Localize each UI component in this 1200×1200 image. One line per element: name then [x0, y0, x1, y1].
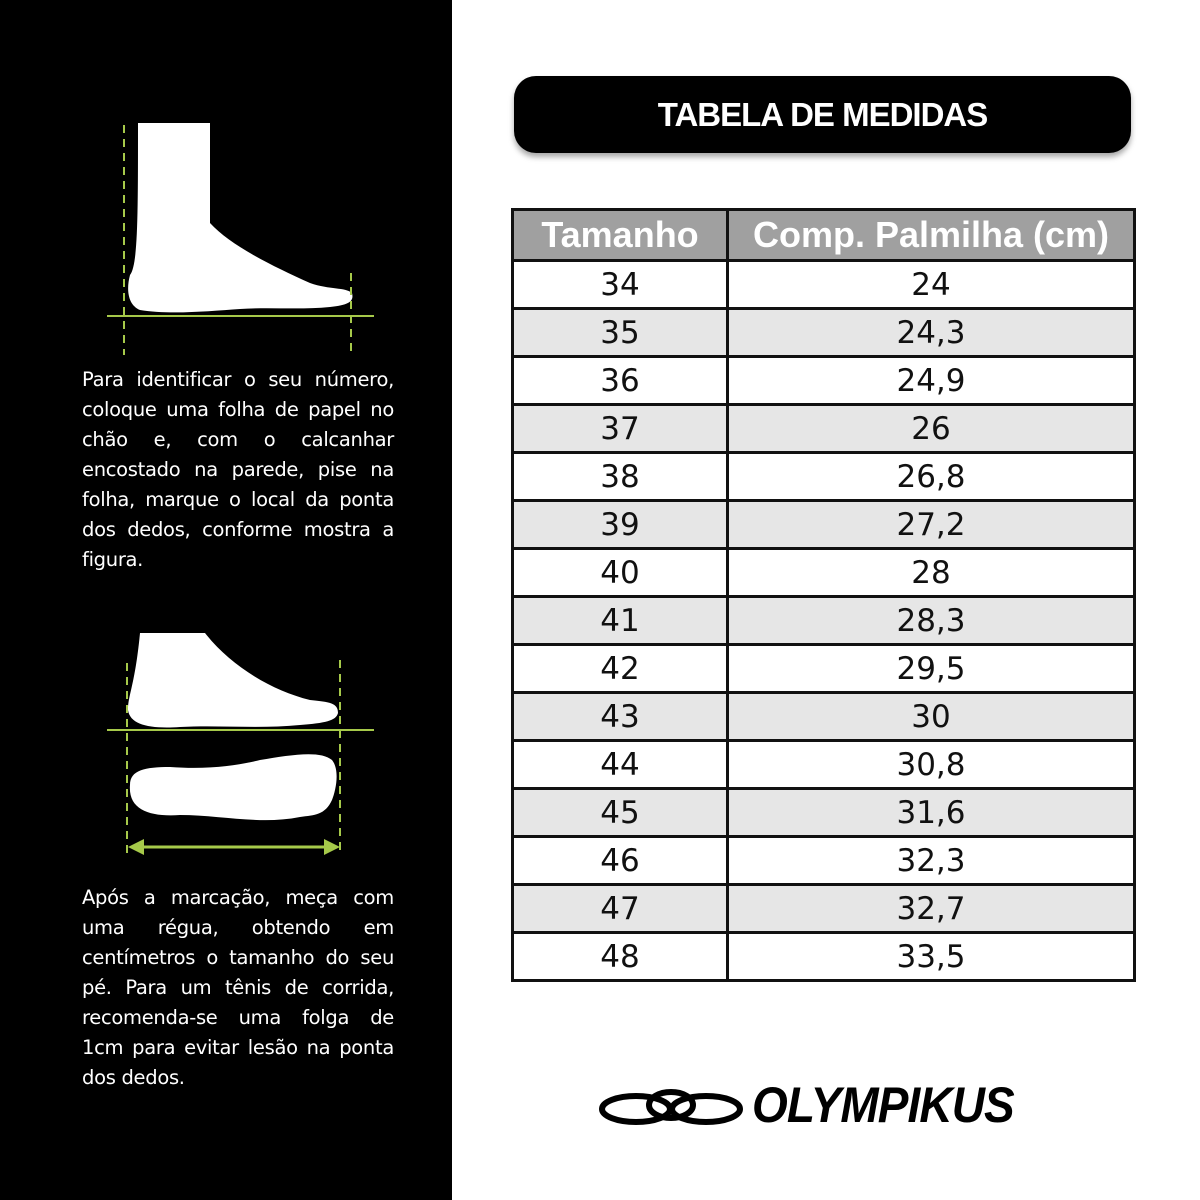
- insole-length-cell: 30,8: [726, 739, 1136, 790]
- foot-side-view-icon: [107, 123, 374, 355]
- size-cell: 39: [511, 499, 729, 550]
- title-banner: TABELA DE MEDIDAS: [514, 76, 1131, 153]
- insole-length-cell: 26,8: [726, 451, 1136, 502]
- table-row: 40 28: [511, 547, 1136, 598]
- size-cell: 45: [511, 787, 729, 838]
- size-cell: 40: [511, 547, 729, 598]
- size-cell: 46: [511, 835, 729, 886]
- instruction-text-2: Após a marcação, meça com uma régua, obt…: [82, 886, 394, 1089]
- size-cell: 34: [511, 259, 729, 310]
- olympikus-rings-logo-icon: [599, 1089, 743, 1125]
- insole-length-cell: 31,6: [726, 787, 1136, 838]
- table-row: 46 32,3: [511, 835, 1136, 886]
- table-row: 42 29,5: [511, 643, 1136, 694]
- table-row: 35 24,3: [511, 307, 1136, 358]
- table-row: 43 30: [511, 691, 1136, 742]
- table-row: 45 31,6: [511, 787, 1136, 838]
- insole-length-cell: 27,2: [726, 499, 1136, 550]
- table-row: 34 24: [511, 259, 1136, 310]
- insole-length-cell: 32,7: [726, 883, 1136, 934]
- insole-length-cell: 24,3: [726, 307, 1136, 358]
- brand-name: OLYMPIKUS: [752, 1077, 1015, 1133]
- size-cell: 36: [511, 355, 729, 406]
- insole-length-cell: 30: [726, 691, 1136, 742]
- insole-length-cell: 24: [726, 259, 1136, 310]
- table-header-row: Tamanho Comp. Palmilha (cm): [511, 208, 1136, 262]
- size-cell: 38: [511, 451, 729, 502]
- insole-length-cell: 24,9: [726, 355, 1136, 406]
- insole-length-cell: 28,3: [726, 595, 1136, 646]
- insole-length-cell: 26: [726, 403, 1136, 454]
- size-cell: 44: [511, 739, 729, 790]
- table-row: 47 32,7: [511, 883, 1136, 934]
- table-row: 37 26: [511, 403, 1136, 454]
- size-cell: 35: [511, 307, 729, 358]
- insole-length-cell: 28: [726, 547, 1136, 598]
- table-row: 44 30,8: [511, 739, 1136, 790]
- table-row: 36 24,9: [511, 355, 1136, 406]
- insole-length-cell: 33,5: [726, 931, 1136, 982]
- brand-logo: OLYMPIKUS: [596, 1076, 1037, 1134]
- insole-length-cell: 32,3: [726, 835, 1136, 886]
- foot-measure-icon: [107, 633, 374, 855]
- table-row: 48 33,5: [511, 931, 1136, 982]
- table-row: 39 27,2: [511, 499, 1136, 550]
- instruction-text-1: Para identificar o seu número, coloque u…: [82, 368, 394, 571]
- header-size: Tamanho: [511, 208, 729, 262]
- size-cell: 47: [511, 883, 729, 934]
- instructions-panel: Para identificar o seu número, coloque u…: [0, 0, 452, 1200]
- size-cell: 43: [511, 691, 729, 742]
- size-cell: 42: [511, 643, 729, 694]
- size-cell: 41: [511, 595, 729, 646]
- table-row: 41 28,3: [511, 595, 1136, 646]
- insole-length-cell: 29,5: [726, 643, 1136, 694]
- header-insole-length: Comp. Palmilha (cm): [726, 208, 1136, 262]
- size-table: Tamanho Comp. Palmilha (cm) 34 24 35 24,3 36…: [511, 208, 1136, 982]
- page-title: TABELA DE MEDIDAS: [657, 95, 988, 133]
- table-row: 38 26,8: [511, 451, 1136, 502]
- size-cell: 48: [511, 931, 729, 982]
- size-cell: 37: [511, 403, 729, 454]
